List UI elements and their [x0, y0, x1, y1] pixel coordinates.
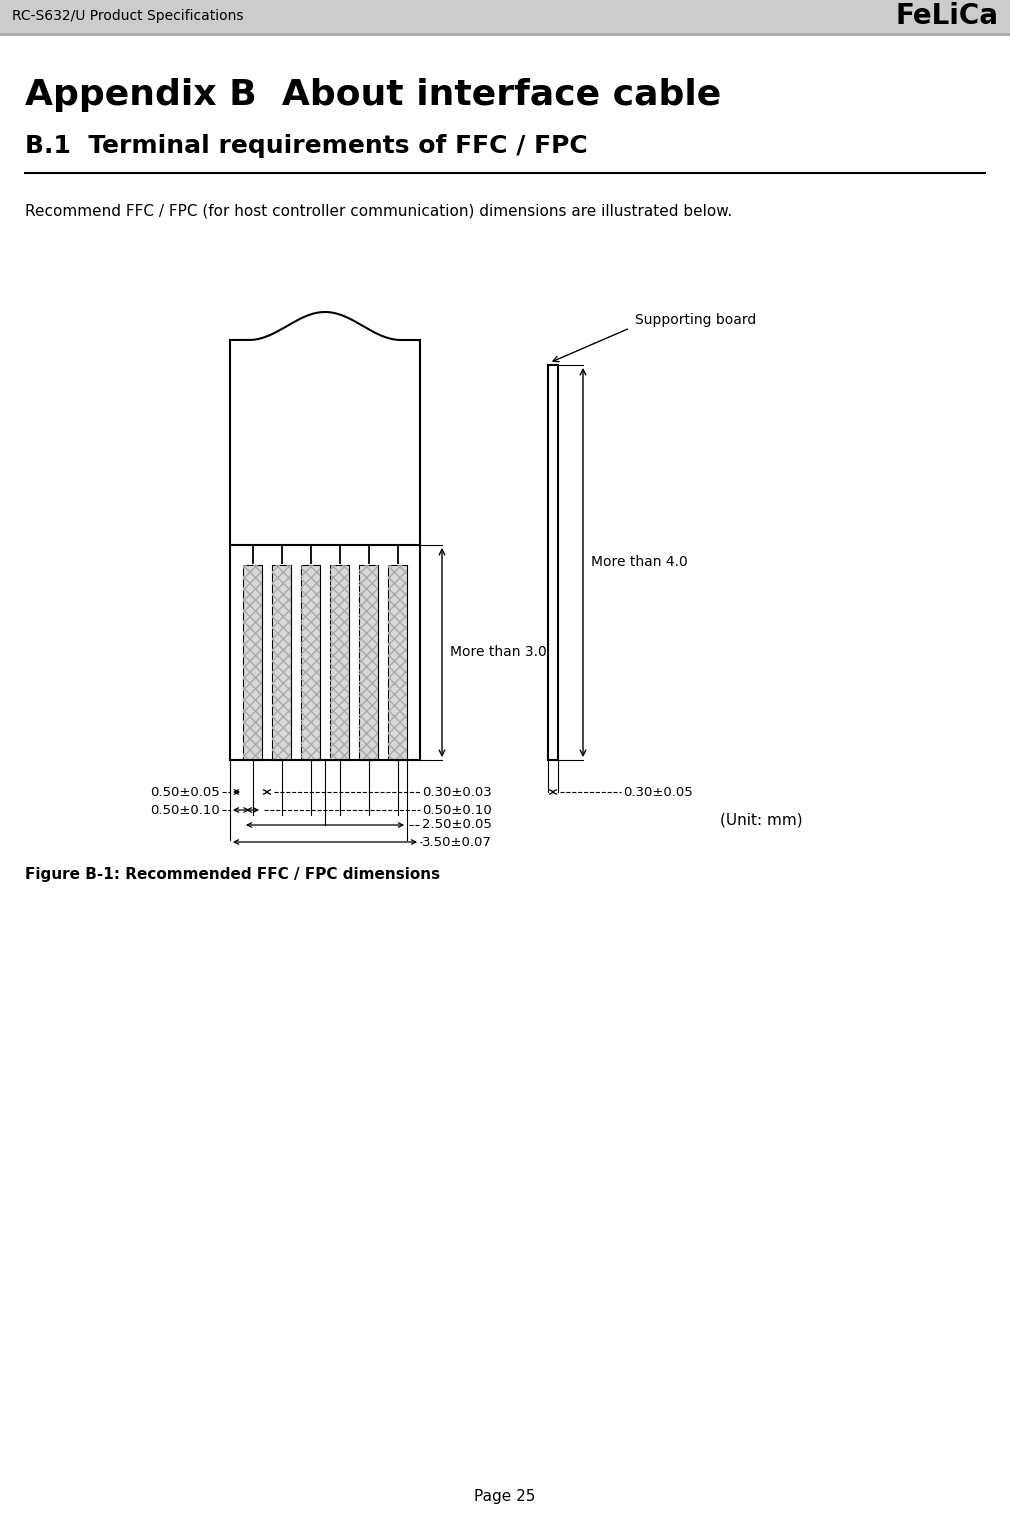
Text: RC-S632/U Product Specifications: RC-S632/U Product Specifications: [12, 9, 243, 23]
Text: 3.50±0.07: 3.50±0.07: [422, 836, 492, 848]
Bar: [0, 0, 1010, 32]
Text: Appendix B  About interface cable: Appendix B About interface cable: [25, 78, 721, 111]
Bar: [359, 564, 378, 759]
Bar: [243, 564, 262, 759]
Text: More than 4.0: More than 4.0: [591, 555, 688, 569]
Bar: [272, 564, 291, 759]
Bar: [243, 564, 262, 759]
Bar: [359, 564, 378, 759]
Text: More than 3.0: More than 3.0: [450, 645, 546, 659]
Bar: [330, 564, 349, 759]
Bar: [301, 564, 320, 759]
Bar: [272, 564, 291, 759]
Bar: [388, 564, 407, 759]
Text: 2.50±0.05: 2.50±0.05: [422, 819, 492, 831]
Text: 0.50±0.10: 0.50±0.10: [150, 804, 220, 816]
Bar: [548, 364, 558, 759]
Text: 0.30±0.05: 0.30±0.05: [623, 785, 693, 799]
Text: Page 25: Page 25: [475, 1490, 535, 1505]
Text: Recommend FFC / FPC (for host controller communication) dimensions are illustrat: Recommend FFC / FPC (for host controller…: [25, 203, 732, 218]
Bar: [301, 564, 320, 759]
Bar: [388, 564, 407, 759]
Text: Supporting board: Supporting board: [635, 313, 756, 326]
Text: Figure B-1: Recommended FFC / FPC dimensions: Figure B-1: Recommended FFC / FPC dimens…: [25, 868, 440, 883]
Text: B.1  Terminal requirements of FFC / FPC: B.1 Terminal requirements of FFC / FPC: [25, 134, 588, 159]
Text: 0.50±0.05: 0.50±0.05: [150, 785, 220, 799]
Text: (Unit: mm): (Unit: mm): [720, 813, 803, 828]
Text: 0.30±0.03: 0.30±0.03: [422, 785, 492, 799]
Text: FeLiCa: FeLiCa: [895, 2, 998, 30]
Bar: [330, 564, 349, 759]
Text: 0.50±0.10: 0.50±0.10: [422, 804, 492, 816]
